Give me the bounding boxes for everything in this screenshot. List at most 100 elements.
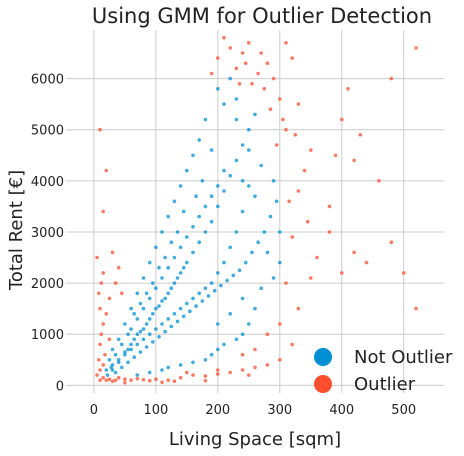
data-point bbox=[185, 235, 189, 239]
y-tick-label: 5000 bbox=[31, 124, 64, 139]
data-point bbox=[253, 365, 257, 370]
y-tick-labels: 0 1000 2000 3000 4000 5000 6000 bbox=[31, 73, 64, 395]
data-point bbox=[222, 168, 226, 173]
data-point bbox=[228, 173, 232, 178]
data-point bbox=[151, 281, 155, 285]
data-point bbox=[305, 219, 310, 224]
data-point bbox=[209, 219, 214, 224]
data-point bbox=[216, 271, 220, 275]
data-point bbox=[110, 347, 115, 352]
data-point bbox=[132, 337, 136, 342]
data-point bbox=[178, 184, 183, 188]
data-point bbox=[389, 240, 394, 244]
y-tick-label: 2000 bbox=[31, 277, 64, 292]
data-point bbox=[240, 296, 245, 301]
data-point bbox=[147, 296, 152, 301]
data-point bbox=[203, 374, 208, 378]
data-point bbox=[234, 97, 239, 101]
data-point bbox=[203, 117, 208, 122]
data-point bbox=[135, 332, 140, 337]
data-point bbox=[101, 363, 105, 367]
data-point bbox=[104, 168, 109, 173]
data-point bbox=[178, 363, 183, 367]
data-point bbox=[216, 56, 220, 60]
data-point bbox=[271, 276, 276, 280]
data-point bbox=[154, 286, 158, 291]
series-outlier bbox=[95, 35, 418, 385]
y-tick-label: 6000 bbox=[31, 73, 64, 88]
data-point bbox=[181, 265, 186, 270]
data-point bbox=[401, 271, 406, 275]
data-point bbox=[346, 87, 350, 91]
data-point bbox=[110, 379, 115, 384]
data-point bbox=[209, 194, 214, 198]
data-point bbox=[160, 276, 164, 280]
data-point bbox=[191, 296, 195, 301]
data-point bbox=[99, 332, 104, 337]
data-point bbox=[166, 265, 170, 270]
data-point bbox=[327, 230, 332, 234]
data-point bbox=[147, 260, 152, 265]
data-point bbox=[166, 291, 170, 296]
data-point bbox=[104, 312, 109, 316]
data-point bbox=[265, 61, 270, 65]
data-point bbox=[228, 370, 232, 375]
data-point bbox=[129, 342, 133, 347]
data-point bbox=[253, 306, 257, 311]
data-point bbox=[101, 375, 105, 380]
data-point bbox=[240, 332, 245, 337]
data-point bbox=[175, 230, 180, 234]
data-point bbox=[219, 283, 223, 288]
data-point bbox=[126, 347, 130, 352]
data-point bbox=[340, 271, 344, 275]
data-point bbox=[98, 127, 102, 132]
x-tick-label: 200 bbox=[205, 403, 230, 418]
data-point bbox=[222, 35, 226, 40]
data-point bbox=[203, 204, 208, 209]
y-tick-label: 1000 bbox=[31, 328, 64, 343]
data-point bbox=[216, 204, 220, 209]
data-point bbox=[116, 337, 121, 342]
data-point bbox=[135, 373, 140, 377]
data-point bbox=[172, 255, 177, 260]
data-point bbox=[154, 377, 158, 382]
data-point bbox=[247, 322, 251, 326]
data-point bbox=[197, 214, 201, 219]
data-point bbox=[129, 378, 133, 383]
data-point bbox=[247, 41, 251, 45]
data-point bbox=[278, 260, 282, 265]
data-point bbox=[278, 322, 282, 326]
data-point bbox=[107, 296, 112, 301]
data-point bbox=[274, 199, 279, 204]
data-point bbox=[228, 76, 232, 81]
data-point bbox=[132, 355, 136, 360]
data-point bbox=[123, 381, 127, 385]
data-point bbox=[105, 373, 110, 377]
data-point bbox=[147, 370, 152, 375]
series-not-outlier bbox=[104, 76, 282, 377]
data-point bbox=[247, 373, 251, 377]
data-point bbox=[256, 240, 260, 244]
data-point bbox=[278, 358, 282, 362]
data-point bbox=[358, 133, 363, 137]
data-point bbox=[98, 342, 102, 347]
data-point bbox=[222, 189, 226, 193]
data-point bbox=[163, 296, 167, 301]
data-point bbox=[154, 245, 158, 250]
data-point bbox=[154, 327, 158, 331]
data-point bbox=[216, 87, 220, 91]
data-point bbox=[234, 66, 239, 71]
data-point bbox=[172, 312, 177, 316]
legend-label: Outlier bbox=[354, 374, 416, 395]
data-point bbox=[265, 250, 270, 255]
data-point bbox=[172, 379, 177, 384]
data-point bbox=[240, 179, 245, 183]
data-point bbox=[101, 271, 105, 275]
data-point bbox=[259, 163, 264, 168]
data-point bbox=[243, 61, 248, 65]
data-point bbox=[126, 360, 130, 365]
data-point bbox=[268, 107, 273, 111]
data-point bbox=[203, 286, 208, 291]
data-point bbox=[160, 368, 164, 372]
